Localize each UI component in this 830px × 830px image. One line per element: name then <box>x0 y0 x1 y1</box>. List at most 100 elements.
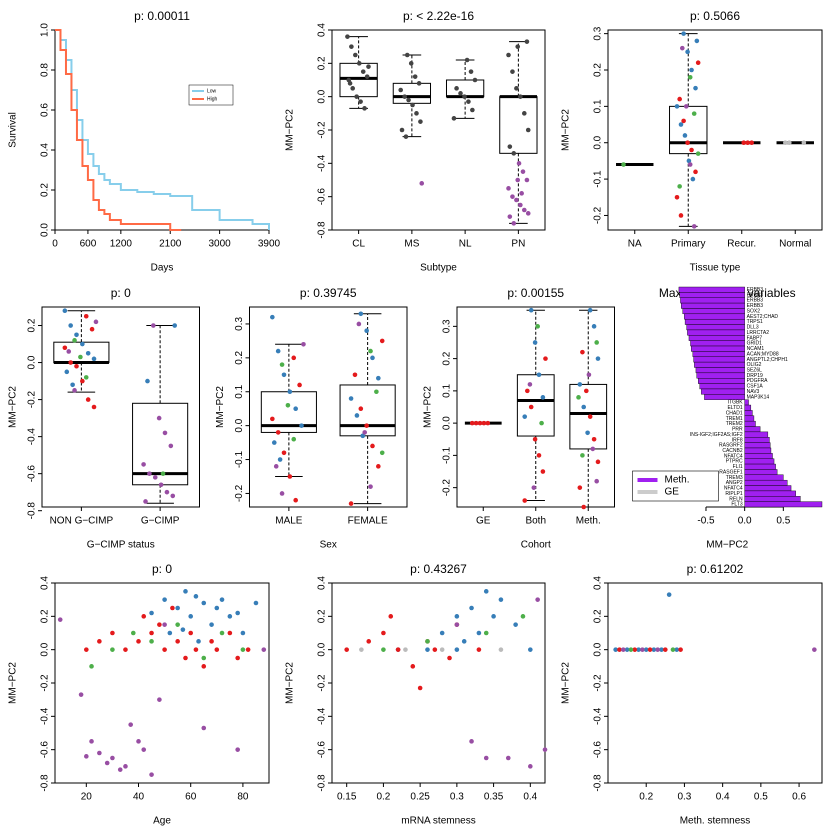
y-tick-label: -0.8 <box>317 774 328 792</box>
x-tick-label: 0.3 <box>450 792 464 803</box>
y-tick-label: 0.0 <box>317 642 328 656</box>
x-tick-label: 60 <box>185 792 197 803</box>
y-tick-label: 0.0 <box>593 642 604 656</box>
data-point <box>585 430 590 436</box>
data-point <box>97 639 102 644</box>
x-axis-label: Subtype <box>420 263 457 274</box>
y-tick-label: 0.4 <box>40 143 51 157</box>
data-point <box>418 119 423 124</box>
data-point <box>507 144 513 149</box>
data-point <box>395 647 401 652</box>
data-point <box>678 213 684 218</box>
data-point <box>528 764 533 769</box>
data-point <box>454 622 460 627</box>
bar <box>698 378 745 384</box>
data-point <box>483 630 489 636</box>
data-point <box>595 356 601 361</box>
data-point <box>543 356 548 361</box>
data-point <box>136 739 141 744</box>
bar <box>679 292 745 298</box>
bar <box>686 324 745 331</box>
data-point <box>209 639 214 644</box>
data-point <box>454 614 460 619</box>
data-point <box>690 176 696 182</box>
data-point <box>162 430 168 436</box>
box <box>516 374 555 437</box>
y-tick-label: 0.4 <box>317 23 328 37</box>
data-point <box>586 372 592 378</box>
data-point <box>468 69 474 74</box>
y-tick-label: -0.6 <box>317 188 328 206</box>
data-point <box>483 755 489 761</box>
y-tick-label: 0.2 <box>317 609 328 623</box>
bar-label: TREM2 <box>726 421 743 427</box>
bar <box>744 501 823 508</box>
data-point <box>515 177 521 183</box>
bar <box>744 410 753 416</box>
data-point <box>175 622 180 627</box>
data-point <box>481 420 487 426</box>
data-point <box>425 647 430 652</box>
data-point <box>270 314 275 320</box>
plot-frame <box>331 582 546 784</box>
data-point <box>624 647 630 652</box>
data-point <box>72 388 77 393</box>
y-tick-label: -0.2 <box>317 674 328 692</box>
data-point <box>214 605 220 611</box>
bar-label: TREM3 <box>726 475 743 481</box>
y-tick-label: 0.0 <box>442 416 453 430</box>
x-axis-label: MM−PC2 <box>706 540 748 551</box>
data-point <box>143 499 148 504</box>
data-point <box>527 382 533 387</box>
data-point <box>594 478 599 484</box>
data-point <box>410 102 415 108</box>
data-point <box>275 348 281 354</box>
data-point <box>358 406 364 411</box>
x-tick-label: PN <box>511 239 525 250</box>
data-point <box>193 594 199 599</box>
data-point <box>128 722 133 727</box>
y-tick-label: 0.2 <box>442 351 453 365</box>
y-tick-label: -0.2 <box>234 484 245 502</box>
data-point <box>540 395 546 400</box>
bar-label: SEZ6L <box>747 367 763 373</box>
legend-label: GE <box>665 487 680 498</box>
data-point <box>580 453 585 458</box>
data-point <box>590 446 596 452</box>
data-point <box>439 630 445 636</box>
data-point <box>356 61 362 66</box>
data-point <box>461 639 467 644</box>
data-point <box>287 389 293 395</box>
data-point <box>261 647 267 652</box>
y-tick-label: 0.0 <box>40 642 51 656</box>
data-point <box>485 420 491 426</box>
data-point <box>528 404 534 410</box>
bar-label: ITGBK <box>728 400 744 406</box>
y-axis-label: MM−PC2 <box>8 662 19 704</box>
data-point <box>209 622 214 627</box>
data-point <box>80 378 85 384</box>
data-point <box>84 754 89 759</box>
data-point <box>398 87 403 93</box>
bar-label: PTPRC <box>726 459 743 465</box>
data-point <box>175 605 180 611</box>
data-point <box>287 474 293 479</box>
data-point <box>78 354 83 360</box>
data-point <box>201 664 207 669</box>
legend-box <box>632 470 719 502</box>
x-tick-label: NA <box>628 239 642 250</box>
data-point <box>219 597 225 602</box>
bar <box>681 302 745 309</box>
data-point <box>297 382 302 388</box>
box <box>499 96 538 154</box>
x-tick-label: MS <box>404 239 419 250</box>
data-point <box>462 94 467 99</box>
data-point <box>506 186 511 191</box>
data-point <box>162 622 167 627</box>
data-point <box>149 772 154 777</box>
data-point <box>381 647 386 652</box>
data-point <box>151 323 156 328</box>
panel-title: p: 0.39745 <box>300 286 357 300</box>
data-point <box>515 44 521 49</box>
data-point <box>354 94 359 99</box>
